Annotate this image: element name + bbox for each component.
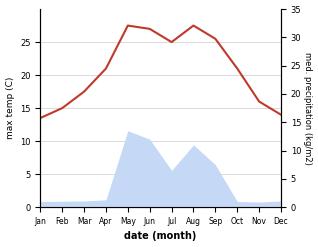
Y-axis label: max temp (C): max temp (C)	[5, 77, 15, 139]
Y-axis label: med. precipitation (kg/m2): med. precipitation (kg/m2)	[303, 52, 313, 165]
X-axis label: date (month): date (month)	[124, 231, 197, 242]
